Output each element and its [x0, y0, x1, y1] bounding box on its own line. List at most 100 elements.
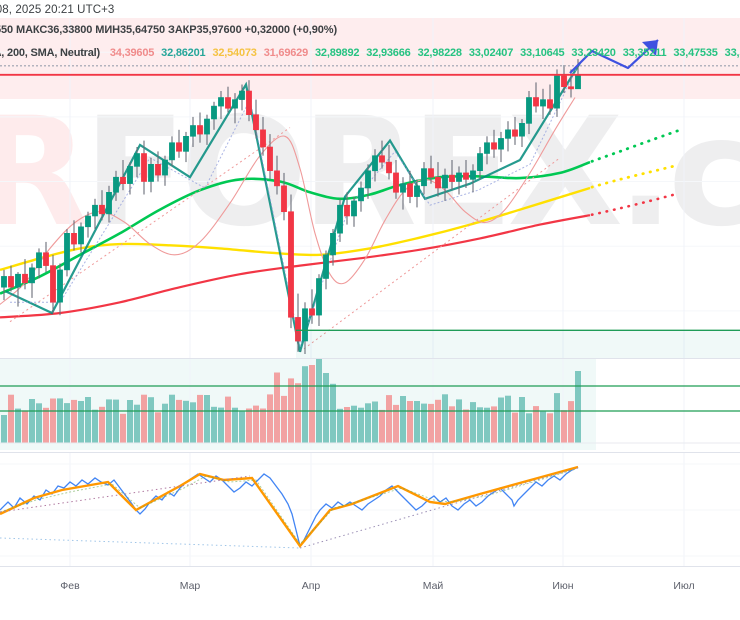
- candle-body: [372, 155, 378, 172]
- candle[interactable]: [148, 157, 154, 193]
- candle[interactable]: [57, 263, 63, 316]
- candle[interactable]: [134, 147, 140, 178]
- candle[interactable]: [169, 136, 175, 167]
- candle[interactable]: [162, 155, 168, 186]
- candle[interactable]: [379, 140, 385, 169]
- candle[interactable]: [232, 93, 238, 124]
- candle[interactable]: [477, 147, 483, 180]
- candle[interactable]: [85, 211, 91, 238]
- volume-bar: [162, 403, 168, 443]
- candle[interactable]: [323, 250, 329, 290]
- candle[interactable]: [22, 259, 28, 290]
- volume-pane[interactable]: [0, 358, 740, 450]
- candle[interactable]: [561, 65, 567, 94]
- candle[interactable]: [512, 116, 518, 145]
- candle[interactable]: [197, 112, 203, 143]
- candle[interactable]: [92, 198, 98, 229]
- candle[interactable]: [1, 269, 7, 301]
- candle[interactable]: [176, 129, 182, 158]
- candle-body: [435, 176, 441, 189]
- candle[interactable]: [498, 131, 504, 163]
- candle[interactable]: [127, 162, 133, 195]
- candle[interactable]: [120, 160, 126, 191]
- candle[interactable]: [505, 121, 511, 152]
- candle[interactable]: [155, 151, 161, 182]
- candle[interactable]: [106, 185, 112, 223]
- candle[interactable]: [344, 192, 350, 225]
- candle[interactable]: [554, 69, 560, 117]
- candle[interactable]: [540, 88, 546, 119]
- candle[interactable]: [400, 177, 406, 210]
- candle[interactable]: [260, 116, 266, 156]
- candle[interactable]: [421, 162, 427, 195]
- candle[interactable]: [36, 248, 42, 279]
- oscillator-chart[interactable]: [0, 452, 740, 566]
- candle[interactable]: [274, 155, 280, 195]
- oscillator-trendline-3: [299, 467, 579, 549]
- candle-body: [85, 215, 91, 228]
- candle[interactable]: [302, 302, 308, 354]
- candle[interactable]: [407, 170, 413, 204]
- candle-body: [365, 170, 371, 189]
- candle[interactable]: [99, 190, 105, 221]
- candle[interactable]: [484, 136, 490, 165]
- candle[interactable]: [141, 140, 147, 195]
- candle[interactable]: [281, 172, 287, 221]
- candle[interactable]: [533, 82, 539, 113]
- candle[interactable]: [78, 222, 84, 253]
- price-pane[interactable]: [0, 18, 740, 358]
- candle[interactable]: [64, 229, 70, 277]
- candle[interactable]: [71, 220, 77, 251]
- indicator-value-7: 33,02407: [468, 47, 514, 59]
- candle[interactable]: [246, 80, 252, 122]
- candle[interactable]: [218, 91, 224, 119]
- candle[interactable]: [526, 91, 532, 135]
- candle[interactable]: [428, 155, 434, 184]
- candle[interactable]: [309, 289, 315, 324]
- candle[interactable]: [183, 131, 189, 163]
- candle-body: [78, 226, 84, 245]
- candle[interactable]: [316, 274, 322, 326]
- candle[interactable]: [491, 129, 497, 158]
- candle[interactable]: [225, 86, 231, 113]
- candle[interactable]: [519, 119, 525, 147]
- candle[interactable]: [288, 194, 294, 329]
- candle[interactable]: [50, 254, 56, 313]
- candlestick-chart[interactable]: [0, 18, 740, 358]
- candle[interactable]: [8, 265, 14, 292]
- candle[interactable]: [456, 166, 462, 195]
- candle[interactable]: [295, 293, 301, 352]
- candle[interactable]: [442, 168, 448, 201]
- candle[interactable]: [393, 160, 399, 199]
- candle[interactable]: [239, 84, 245, 111]
- candle[interactable]: [463, 160, 469, 188]
- oscillator-pane[interactable]: [0, 452, 740, 566]
- candle[interactable]: [43, 241, 49, 273]
- candle[interactable]: [190, 116, 196, 147]
- candle[interactable]: [365, 164, 371, 199]
- candle[interactable]: [15, 272, 21, 307]
- candle[interactable]: [211, 101, 217, 130]
- candle[interactable]: [204, 114, 210, 145]
- candle[interactable]: [449, 160, 455, 191]
- candle[interactable]: [372, 149, 378, 182]
- candle[interactable]: [358, 181, 364, 212]
- candle[interactable]: [414, 179, 420, 208]
- candle[interactable]: [253, 99, 259, 139]
- candle[interactable]: [330, 229, 336, 266]
- candle[interactable]: [113, 170, 119, 201]
- candle[interactable]: [386, 144, 392, 180]
- candle-body: [337, 204, 343, 234]
- volume-chart[interactable]: [0, 358, 740, 450]
- candle[interactable]: [29, 263, 35, 298]
- indicator-value-2: 32,54073: [212, 47, 257, 59]
- candle[interactable]: [435, 162, 441, 197]
- candle[interactable]: [267, 134, 273, 180]
- candle[interactable]: [337, 198, 343, 242]
- candle-body: [134, 153, 140, 167]
- candle[interactable]: [547, 84, 553, 115]
- candle[interactable]: [351, 196, 357, 227]
- x-axis[interactable]: Фев Мар Апр Май Июн Июл: [0, 566, 740, 620]
- arrow-path: [569, 39, 659, 74]
- candle[interactable]: [470, 164, 476, 193]
